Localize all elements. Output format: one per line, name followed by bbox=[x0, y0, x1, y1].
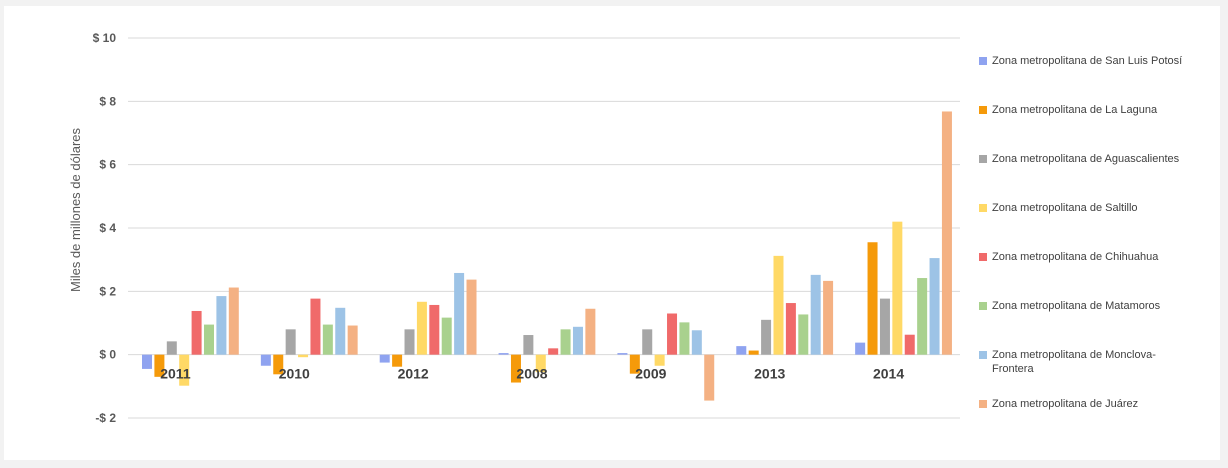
legend-entry: Zona metropolitana de San Luis Potosí bbox=[992, 55, 1182, 67]
bar bbox=[392, 354, 403, 367]
bar bbox=[667, 313, 678, 355]
bar bbox=[810, 274, 821, 355]
bar bbox=[629, 354, 640, 374]
bar bbox=[298, 354, 309, 358]
legend-swatch bbox=[979, 253, 987, 261]
bar-chart: -$ 2 $ 0 $ 2 $ 4 $ 6 $ 8 $ 10 2011 2010 2012 2008… bbox=[68, 31, 1182, 425]
legend-entry: Zona metropolitana de Monclova-Frontera bbox=[992, 349, 1156, 375]
bar bbox=[260, 354, 271, 366]
bar bbox=[166, 341, 177, 355]
y-tick-label: $ 6 bbox=[99, 158, 116, 172]
bar bbox=[335, 307, 346, 355]
bar bbox=[736, 346, 747, 355]
legend-entry: Zona metropolitana de Matamoros bbox=[992, 300, 1161, 312]
bar bbox=[204, 324, 214, 355]
bar bbox=[855, 342, 866, 355]
legend: Zona metropolitana de San Luis Potosí Zon… bbox=[979, 55, 1182, 410]
bar bbox=[773, 255, 784, 355]
bar bbox=[654, 354, 665, 366]
bar bbox=[216, 296, 227, 355]
y-tick-label: $ 0 bbox=[99, 348, 116, 362]
y-axis-label: Miles de millones de dólares bbox=[68, 127, 83, 292]
y-tick-label: $ 10 bbox=[93, 31, 117, 45]
bar bbox=[441, 317, 452, 355]
bar bbox=[347, 325, 358, 355]
legend-entry: Zona metropolitana de La Laguna bbox=[992, 104, 1158, 116]
bar bbox=[548, 348, 559, 355]
bar bbox=[535, 354, 546, 373]
legend-swatch bbox=[979, 106, 987, 114]
bar bbox=[929, 258, 940, 355]
y-tick-label: $ 8 bbox=[99, 94, 116, 108]
bar bbox=[228, 287, 239, 355]
category-label: 2013 bbox=[754, 366, 785, 382]
bar bbox=[691, 330, 702, 355]
bar bbox=[704, 354, 715, 401]
legend-swatch bbox=[979, 57, 987, 65]
bar bbox=[917, 278, 928, 355]
y-tick-label: -$ 2 bbox=[95, 411, 116, 425]
bar bbox=[879, 298, 890, 355]
bars bbox=[142, 111, 952, 401]
category-label: 2009 bbox=[635, 366, 666, 382]
bar bbox=[892, 221, 903, 355]
legend-entry: Zona metropolitana de Saltillo bbox=[992, 202, 1138, 214]
bar bbox=[560, 329, 571, 355]
bar bbox=[322, 324, 333, 355]
bar bbox=[798, 314, 809, 355]
category-label: 2008 bbox=[516, 366, 547, 382]
category-labels: 2011 2010 2012 2008 2009 2013 2014 bbox=[160, 366, 904, 382]
y-tick-label: $ 2 bbox=[99, 284, 116, 298]
bar bbox=[823, 280, 834, 355]
bar bbox=[523, 335, 534, 355]
legend-entry: Zona metropolitana de Chihuahua bbox=[992, 251, 1159, 263]
bar bbox=[179, 354, 190, 386]
bar bbox=[642, 329, 653, 355]
category-label: 2011 bbox=[160, 366, 191, 382]
y-tick-label: $ 4 bbox=[99, 221, 116, 235]
bar bbox=[454, 272, 465, 355]
bar bbox=[379, 354, 390, 363]
legend-swatch bbox=[979, 155, 987, 163]
legend-swatch bbox=[979, 351, 987, 359]
bar bbox=[142, 354, 152, 369]
bar bbox=[941, 111, 952, 355]
bar bbox=[285, 329, 296, 355]
bar bbox=[679, 322, 690, 355]
bar bbox=[310, 298, 321, 355]
bar bbox=[904, 334, 915, 355]
chart-frame: -$ 2 $ 0 $ 2 $ 4 $ 6 $ 8 $ 10 2011 2010 2012 2008… bbox=[4, 6, 1220, 460]
category-label: 2014 bbox=[873, 366, 904, 382]
legend-swatch bbox=[979, 204, 987, 212]
bar bbox=[154, 354, 165, 377]
bar bbox=[429, 304, 440, 355]
bar bbox=[510, 354, 521, 383]
category-label: 2010 bbox=[279, 366, 310, 382]
bar bbox=[416, 301, 427, 355]
legend-swatch bbox=[979, 400, 987, 408]
bar bbox=[617, 353, 628, 355]
legend-swatch bbox=[979, 302, 987, 310]
legend-entry: Zona metropolitana de Juárez bbox=[992, 398, 1138, 410]
legend-entry: Zona metropolitana de Aguascalientes bbox=[992, 153, 1180, 165]
bar bbox=[585, 308, 596, 355]
y-axis-ticks: -$ 2 $ 0 $ 2 $ 4 $ 6 $ 8 $ 10 bbox=[93, 31, 117, 425]
bar bbox=[761, 319, 772, 355]
bar bbox=[785, 303, 796, 355]
bar bbox=[404, 329, 415, 355]
bar bbox=[498, 353, 509, 355]
bar bbox=[273, 354, 284, 375]
bar bbox=[867, 242, 878, 355]
category-label: 2012 bbox=[398, 366, 429, 382]
bar bbox=[191, 310, 202, 355]
bar bbox=[748, 350, 759, 355]
bar bbox=[572, 326, 583, 355]
bar bbox=[466, 279, 477, 355]
